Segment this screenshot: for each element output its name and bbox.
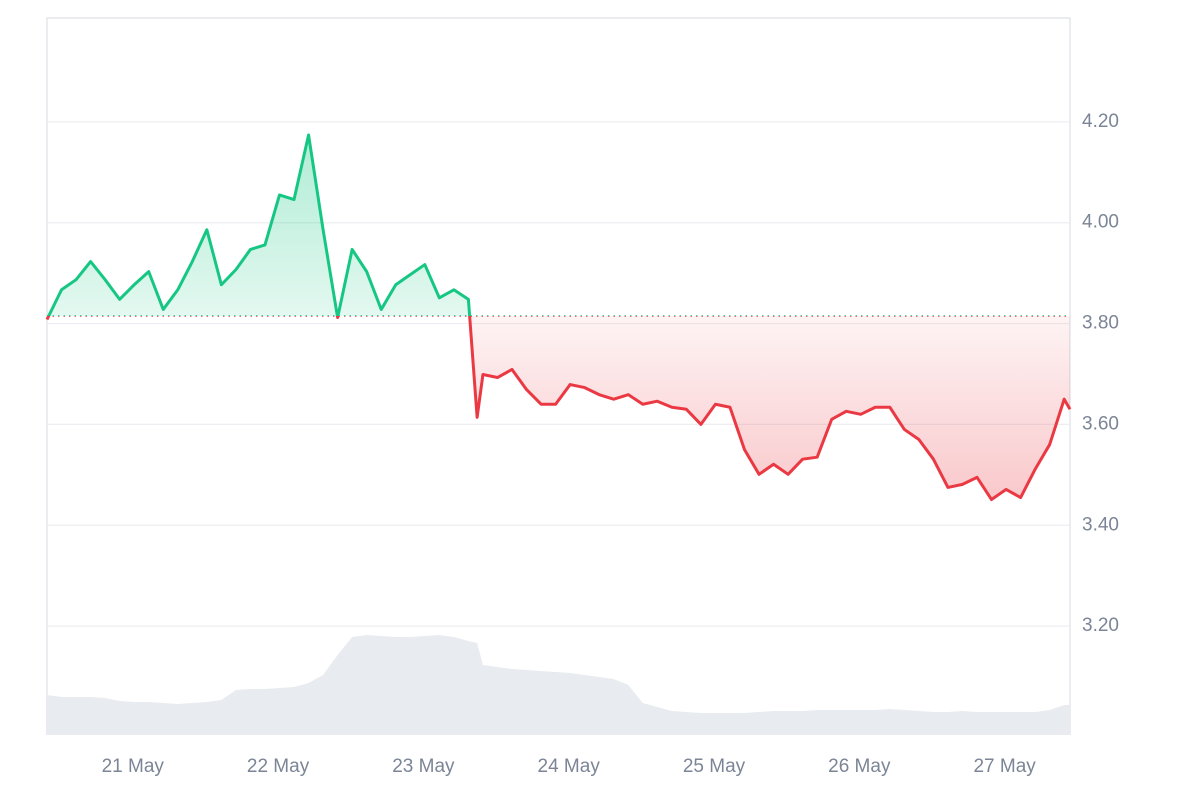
y-tick-label: 4.00 [1082, 212, 1119, 233]
x-tick-label: 26 May [828, 756, 891, 777]
x-tick-label: 25 May [683, 756, 746, 777]
y-tick-label: 4.20 [1082, 111, 1119, 132]
y-tick-label: 3.20 [1082, 615, 1119, 636]
x-tick-label: 24 May [538, 756, 601, 777]
y-tick-label: 3.60 [1082, 413, 1119, 434]
price-line [45, 133, 1072, 502]
x-tick-label: 23 May [392, 756, 455, 777]
y-tick-label: 3.80 [1082, 313, 1119, 334]
price-area [47, 134, 1070, 500]
volume-area [47, 635, 1070, 735]
x-tick-label: 22 May [247, 756, 310, 777]
y-tick-label: 3.40 [1082, 514, 1119, 535]
x-tick-label: 27 May [973, 756, 1036, 777]
x-tick-label: 21 May [102, 756, 165, 777]
